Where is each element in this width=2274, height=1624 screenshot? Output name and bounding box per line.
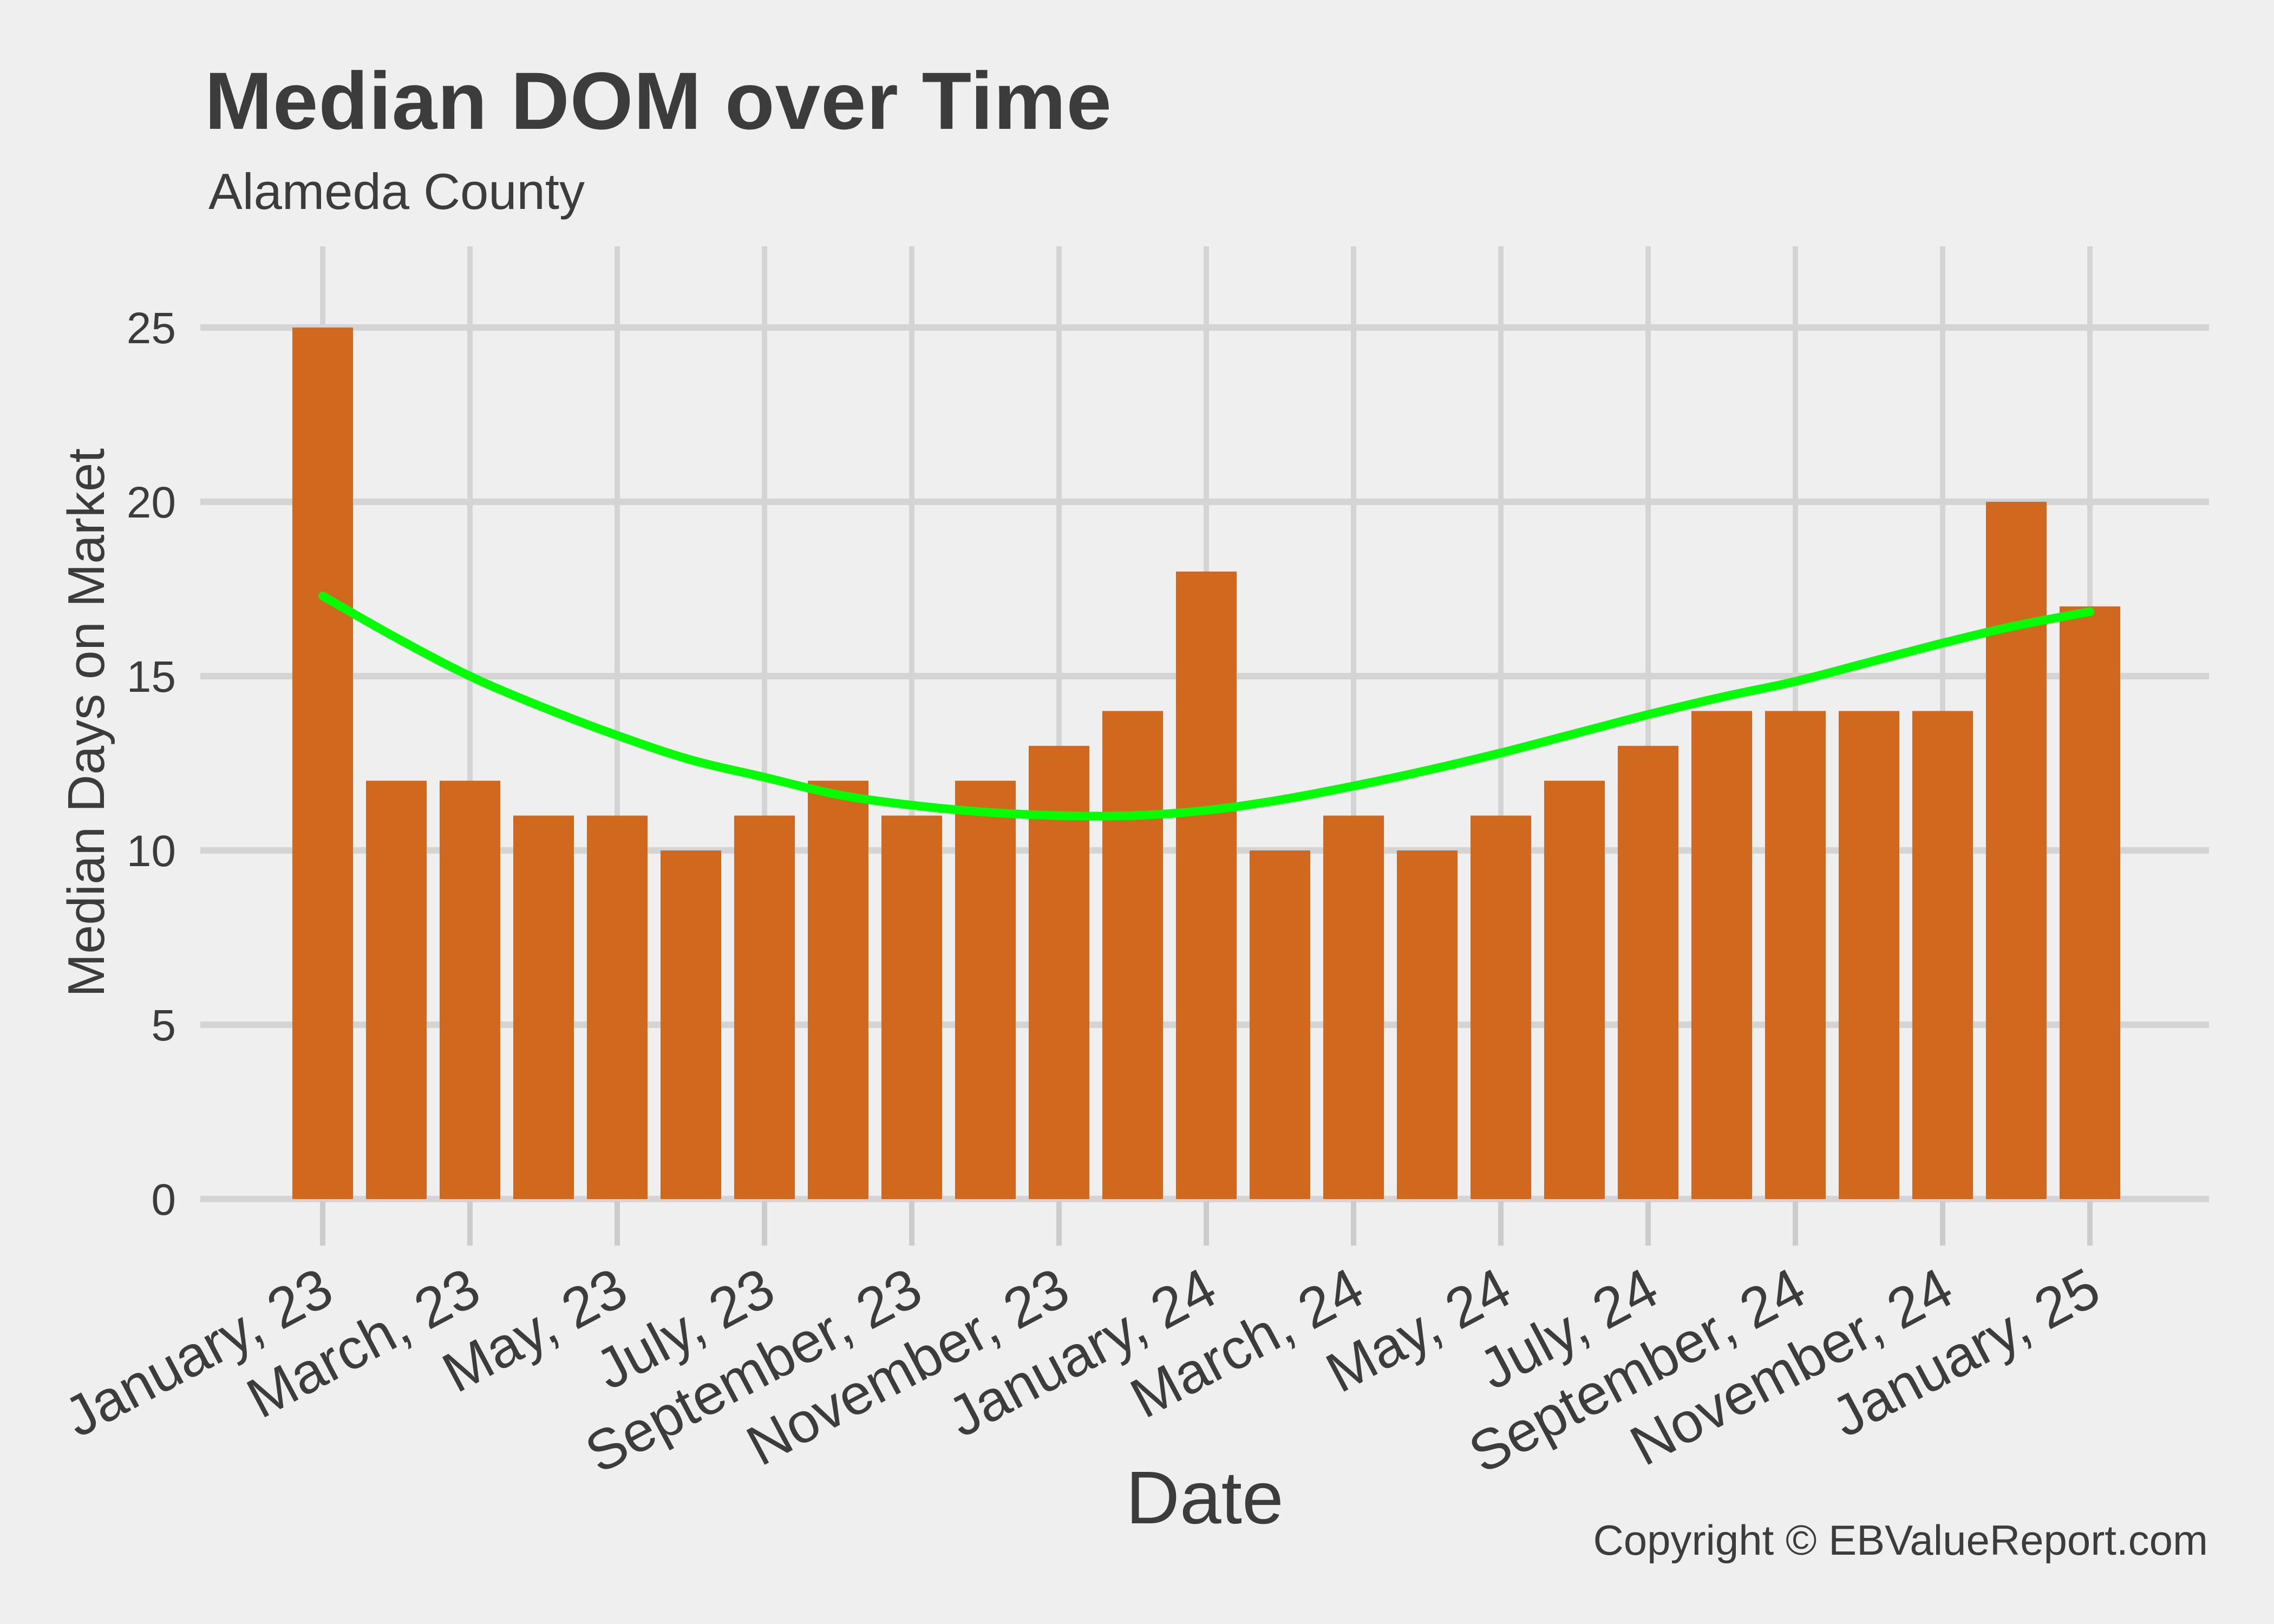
bar-july-23 bbox=[734, 815, 795, 1199]
bar-may-24 bbox=[1471, 815, 1531, 1199]
bar-february-23 bbox=[366, 781, 427, 1199]
bar-september-23 bbox=[881, 815, 942, 1199]
bar-july-24 bbox=[1618, 745, 1678, 1199]
chart-subtitle: Alameda County bbox=[208, 163, 585, 220]
bar-may-23 bbox=[587, 815, 648, 1199]
bar-december-24 bbox=[1986, 502, 2047, 1199]
bar-january-25 bbox=[2060, 606, 2120, 1199]
bar-march-23 bbox=[440, 781, 500, 1199]
bar-october-24 bbox=[1839, 711, 1899, 1199]
bar-november-24 bbox=[1912, 711, 1973, 1199]
bar-june-23 bbox=[661, 850, 721, 1199]
bar-january-23 bbox=[292, 328, 353, 1199]
bar-january-24 bbox=[1176, 571, 1237, 1199]
x-axis-title: Date bbox=[1126, 1456, 1284, 1540]
bar-december-23 bbox=[1102, 711, 1163, 1199]
bar-february-24 bbox=[1250, 850, 1310, 1199]
bar-september-24 bbox=[1765, 711, 1826, 1199]
bar-november-23 bbox=[1029, 745, 1089, 1199]
bar-march-24 bbox=[1323, 815, 1384, 1199]
bar-august-24 bbox=[1691, 711, 1752, 1199]
y-tick-label: 0 bbox=[151, 1175, 176, 1224]
copyright-text: Copyright © EBValueReport.com bbox=[1593, 1516, 2208, 1564]
x-axis-tick-marks bbox=[320, 1201, 2093, 1246]
y-tick-label: 15 bbox=[127, 652, 176, 702]
y-axis-title: Median Days on Market bbox=[57, 448, 115, 997]
trend-line-path bbox=[318, 591, 2094, 821]
bar-april-23 bbox=[513, 815, 574, 1199]
bar-october-23 bbox=[955, 781, 1016, 1199]
chart-title: Median DOM over Time bbox=[205, 55, 1112, 146]
y-tick-label: 25 bbox=[127, 304, 176, 353]
y-tick-label: 20 bbox=[127, 478, 176, 527]
y-axis-tick-labels: 0 5 10 15 20 25 bbox=[127, 304, 176, 1224]
bar-april-24 bbox=[1397, 850, 1458, 1199]
bar-june-24 bbox=[1544, 781, 1605, 1199]
bar-series bbox=[292, 328, 2120, 1199]
trend-line bbox=[318, 591, 2094, 821]
y-tick-label: 5 bbox=[151, 1001, 176, 1050]
y-tick-label: 10 bbox=[127, 827, 176, 876]
bar-august-23 bbox=[808, 781, 868, 1199]
